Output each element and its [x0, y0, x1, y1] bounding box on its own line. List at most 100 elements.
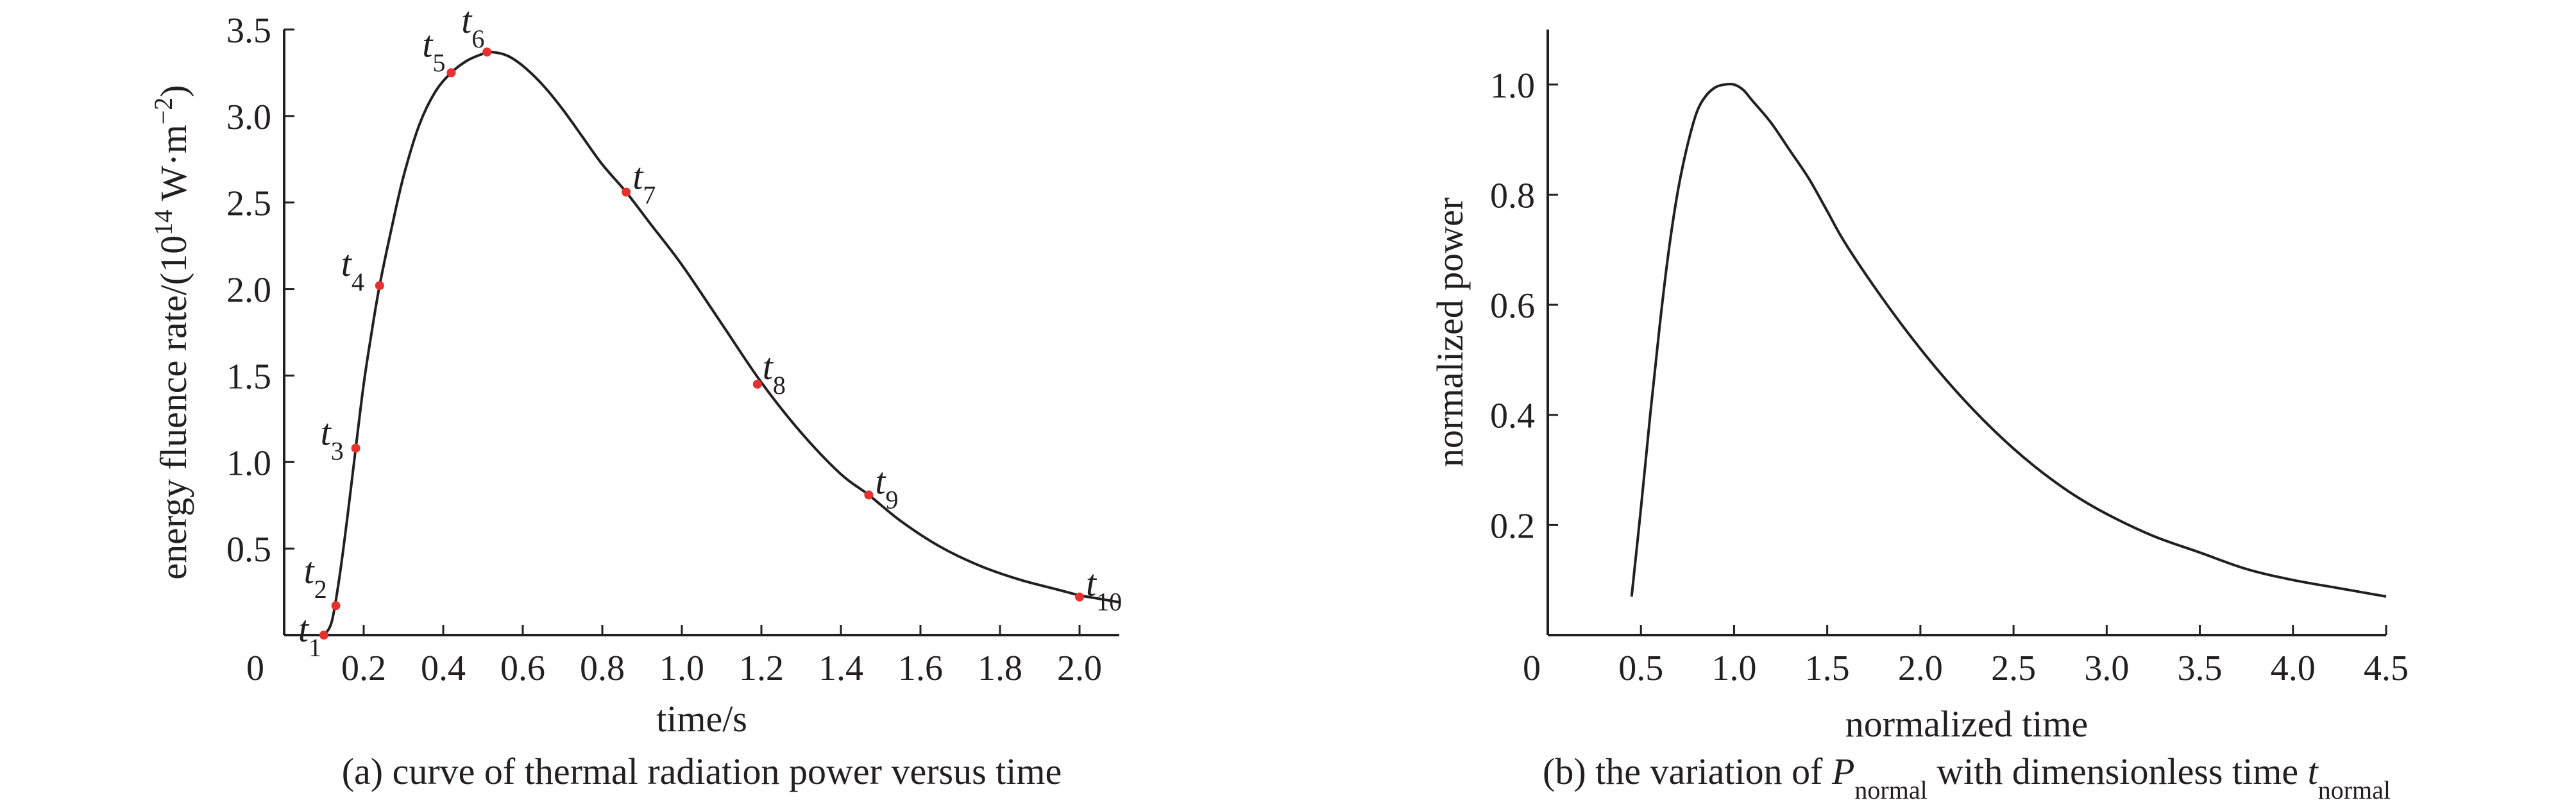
b-x-tick-label: 2.5: [1991, 649, 2036, 688]
b-x-tick-label: 0.5: [1618, 649, 1663, 688]
b-y-tick-label: 1.0: [1490, 66, 1535, 106]
point-label-sub: 9: [886, 485, 899, 514]
b-x-tick-label: 3.0: [2084, 649, 2129, 688]
point-label-base: t: [304, 550, 316, 591]
a-y-tick-label: 2.5: [226, 184, 271, 224]
a-x-tick-label: 0.2: [341, 649, 386, 688]
a-x-tick-label: 1.8: [978, 649, 1022, 688]
panel-b-y-axis-label: normalized power: [1429, 198, 1471, 467]
a-x-tick-label: 0.4: [421, 649, 466, 688]
panel-b-caption-t-sub: normal: [2318, 776, 2391, 804]
point-label-sub: 1: [309, 633, 321, 662]
point-marker-t2: [331, 601, 341, 611]
b-x-tick-label: 4.5: [2364, 649, 2409, 688]
panel-a-x-ticks: 0.2 0.4 0.6 0.8 1.0 1.2 1.4 1.6 1.8 2.0: [341, 625, 1102, 688]
point-label-t6: t6: [461, 0, 484, 53]
a-y-tick-label: 1.0: [226, 443, 271, 483]
panel-b-axes: [1546, 30, 2386, 636]
point-label-base: t: [461, 0, 473, 41]
panel-b-chart: 0.5 1.0 1.5 2.0 2.5 3.0 3.5 4.0 4.5 0.2 0.4 0.6 0.8…: [1429, 30, 2409, 804]
point-label-sub: 10: [1096, 587, 1122, 616]
a-x-tick-label: 1.4: [818, 649, 863, 688]
point-label-t2: t2: [304, 550, 327, 604]
b-y-tick-label: 0.8: [1490, 176, 1535, 216]
a-x-tick-label: 0.8: [580, 649, 625, 688]
point-label-sub: 8: [773, 370, 786, 399]
a-x-tick-label: 1.0: [659, 649, 704, 688]
b-y-tick-label: 0.2: [1490, 506, 1535, 546]
point-label-sub: 5: [433, 48, 446, 77]
a-x-tick-label: 2.0: [1057, 649, 1102, 688]
point-label-base: t: [763, 346, 774, 387]
b-x-tick-label: 4.0: [2271, 649, 2316, 688]
b-y-tick-label: 0.4: [1490, 396, 1535, 436]
panel-b-x-axis-label: normalized time: [1845, 703, 2088, 745]
panel-b-caption-p: P: [1831, 751, 1854, 792]
point-label-base: t: [875, 461, 886, 502]
b-x-tick-label: 1.5: [1805, 649, 1850, 688]
point-marker-t9: [864, 490, 874, 500]
b-x-tick-label: 2.0: [1898, 649, 1943, 688]
point-marker-t4: [375, 281, 384, 291]
point-label-base: t: [422, 23, 434, 65]
panel-a-axes: [283, 30, 1119, 636]
a-y-tick-label: 2.0: [226, 271, 271, 310]
point-marker-t10: [1075, 592, 1084, 602]
point-label-t1: t1: [298, 608, 321, 662]
point-label-t5: t5: [422, 23, 445, 77]
a-x-tick-label: 0.6: [500, 649, 545, 688]
point-label-t4: t4: [341, 242, 364, 296]
point-label-base: t: [321, 412, 332, 454]
panel-a-x-axis-label: time/s: [656, 698, 747, 740]
b-x-tick-label: 3.5: [2178, 649, 2223, 688]
point-label-t8: t8: [763, 346, 786, 400]
point-marker-t5: [446, 68, 456, 78]
b-x-tick-label: 1.0: [1711, 649, 1756, 688]
point-marker-t8: [752, 379, 762, 389]
point-label-sub: 4: [352, 268, 364, 296]
a-y-tick-label: 3.5: [226, 11, 271, 51]
panel-a-y-label-part2: W·m: [153, 124, 194, 210]
point-label-sub: 7: [643, 180, 656, 209]
panel-b-caption-prefix: (b) the variation of: [1543, 751, 1832, 792]
panel-b-caption-middle: with dimensionless time: [1928, 751, 2308, 792]
panel-a-chart: 0.2 0.4 0.6 0.8 1.0 1.2 1.4 1.6 1.8 2.0 0.5 1.0 1.5…: [149, 0, 1123, 792]
point-marker-t6: [482, 47, 492, 57]
panel-a-power-curve: [323, 50, 1120, 636]
panel-a-y-ticks: 0.5 1.0 1.5 2.0 2.5 3.0 3.5: [226, 11, 294, 570]
a-y-tick-label: 0.5: [226, 530, 271, 570]
point-label-t3: t3: [321, 412, 344, 466]
b-y-tick-label: 0.6: [1490, 286, 1535, 326]
point-marker-t7: [622, 187, 631, 197]
panel-b-caption-p-sub: normal: [1854, 776, 1927, 804]
panel-b-caption-t: t: [2308, 751, 2319, 792]
panel-a-origin-label: 0: [246, 649, 264, 688]
a-y-tick-label: 1.5: [226, 357, 271, 396]
point-label-sub: 3: [331, 436, 344, 465]
panel-a-y-axis-label: energy fluence rate/(1014 W·m−2): [149, 85, 195, 579]
point-label-t10: t10: [1086, 563, 1122, 616]
panel-b-origin-label: 0: [1523, 649, 1541, 688]
point-marker-t3: [351, 443, 360, 453]
point-label-sub: 6: [471, 24, 484, 53]
point-label-t9: t9: [875, 461, 898, 514]
point-label-base: t: [1086, 563, 1097, 604]
panel-a-y-label-sup2: −2: [149, 98, 178, 125]
panel-a-y-label-part1: energy fluence rate/(10: [153, 235, 194, 580]
a-x-tick-label: 1.6: [898, 649, 943, 688]
panel-a-caption: (a) curve of thermal radiation power ver…: [342, 751, 1062, 792]
point-label-base: t: [341, 242, 353, 284]
a-y-tick-label: 3.0: [226, 98, 271, 137]
a-x-tick-label: 1.2: [739, 649, 784, 688]
point-label-t7: t7: [632, 156, 656, 210]
panel-b-x-ticks: 0.5 1.0 1.5 2.0 2.5 3.0 3.5 4.0 4.5: [1618, 625, 2409, 688]
panel-b-normalized-curve: [1630, 83, 2387, 598]
point-label-sub: 2: [314, 575, 327, 604]
point-label-base: t: [632, 156, 644, 198]
point-marker-t1: [319, 631, 328, 640]
panel-b-caption: (b) the variation of Pnormal with dimens…: [1543, 751, 2391, 804]
panel-b-y-ticks: 0.2 0.4 0.6 0.8 1.0: [1490, 66, 1558, 546]
panel-a-y-label-sup1: 14: [149, 210, 178, 235]
